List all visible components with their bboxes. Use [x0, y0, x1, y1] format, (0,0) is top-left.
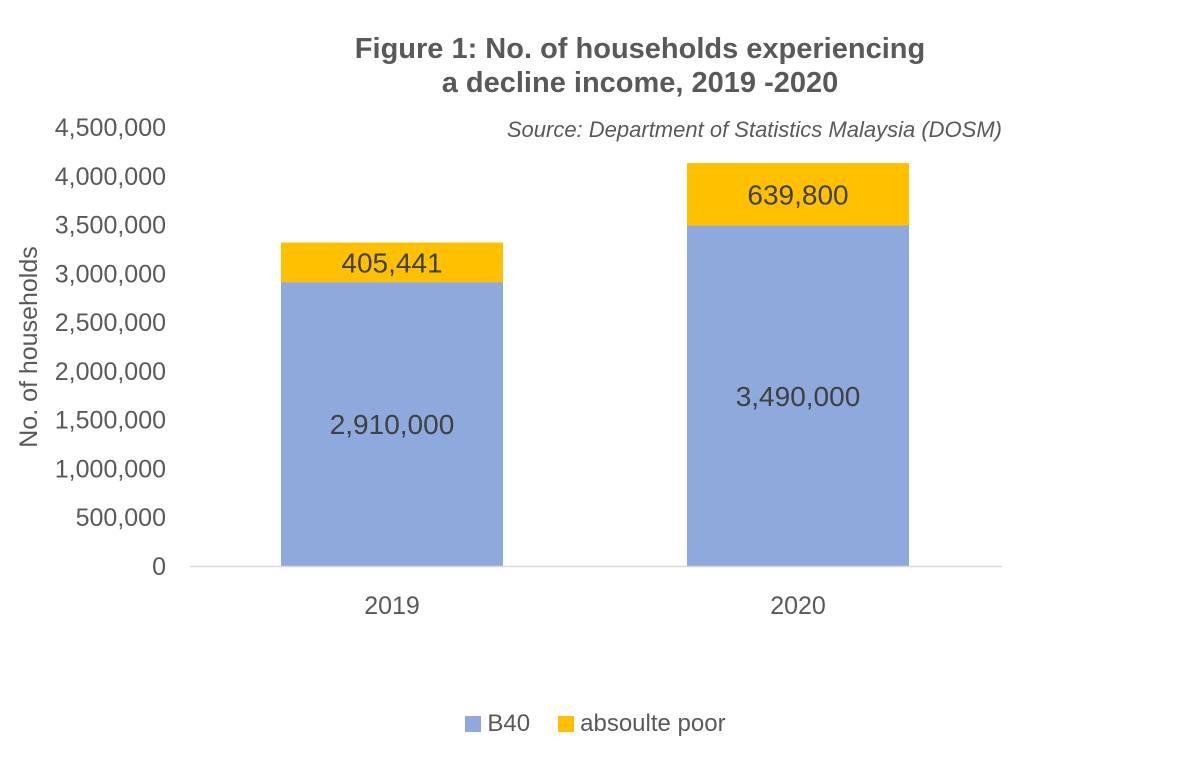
y-tick-label: 2,000,000	[55, 358, 166, 386]
chart-title-line-2: a decline income, 2019 -2020	[441, 67, 839, 99]
legend: B40 absoulte poor	[0, 710, 1191, 738]
bar-2019-absolute-poor	[281, 242, 503, 283]
legend-label-absolute-poor: absoulte poor	[580, 710, 726, 737]
y-tick-label: 500,000	[76, 504, 166, 532]
bar-2020-absolute-poor	[687, 163, 909, 226]
chart-title: Figure 1: No. of households experiencing…	[240, 32, 1040, 100]
y-tick-label: 3,000,000	[55, 260, 166, 288]
data-label: 2,910,000	[330, 409, 455, 440]
x-tick-label: 2020	[770, 592, 826, 620]
chart-title-line-1: Figure 1: No. of households experiencing	[354, 33, 926, 65]
y-tick-label: 4,000,000	[55, 163, 166, 191]
legend-swatch-absolute-poor	[558, 716, 575, 732]
y-axis-title: No. of households	[15, 246, 43, 448]
y-tick-label: 1,000,000	[55, 455, 166, 483]
bar-2020-b40	[687, 225, 909, 566]
y-tick-label: 0	[152, 553, 166, 581]
y-tick-label: 3,500,000	[55, 212, 166, 240]
y-tick-label: 1,500,000	[55, 407, 166, 435]
legend-item-b40: B40	[465, 710, 530, 738]
legend-label-b40: B40	[487, 710, 531, 737]
y-tick-label: 2,500,000	[55, 309, 166, 337]
y-tick-label: 4,500,000	[55, 114, 166, 142]
legend-swatch-b40	[465, 716, 482, 732]
bar-2019-b40	[281, 282, 503, 566]
data-label: 639,800	[747, 179, 848, 210]
data-label: 405,441	[341, 247, 442, 278]
x-tick-label: 2019	[364, 592, 420, 620]
data-label: 3,490,000	[736, 381, 861, 412]
chart-subtitle: Source: Department of Statistics Malaysi…	[506, 117, 1002, 142]
legend-item-absolute-poor: absoulte poor	[558, 710, 726, 738]
